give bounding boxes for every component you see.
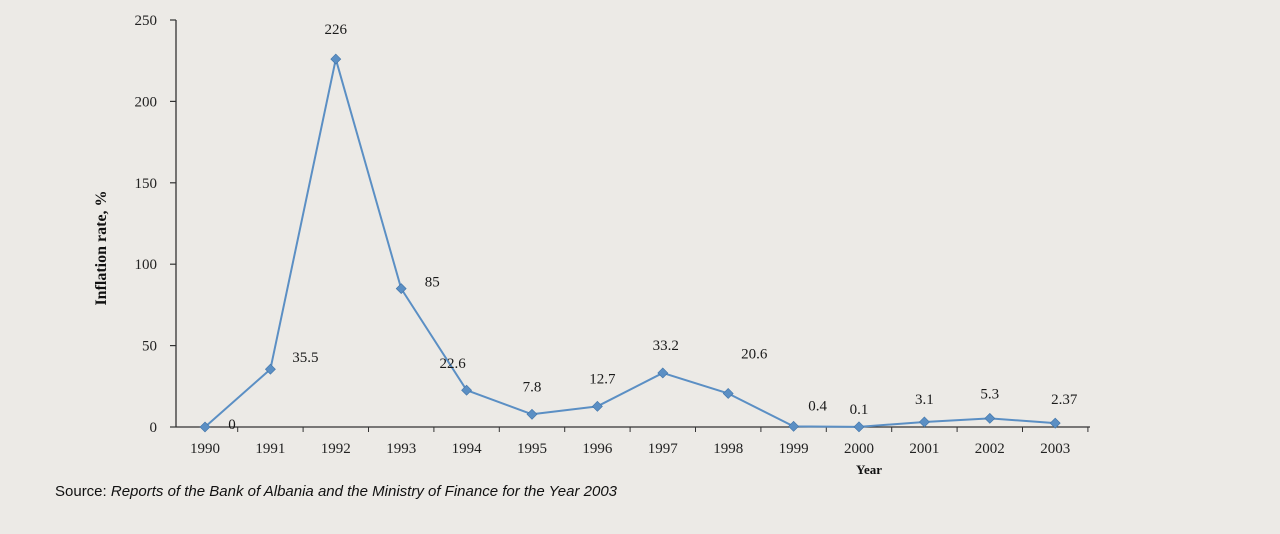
data-label: 12.7 — [589, 371, 616, 387]
data-point-marker — [526, 408, 538, 420]
data-point-marker — [330, 53, 342, 65]
data-label: 0.1 — [850, 402, 869, 418]
data-label: 3.1 — [915, 392, 934, 408]
data-label: 226 — [325, 22, 348, 38]
x-tick-label: 1996 — [582, 441, 613, 457]
x-tick-label: 2001 — [909, 441, 939, 457]
data-point-marker — [984, 412, 996, 424]
y-tick-label: 200 — [135, 94, 158, 110]
data-point-marker — [788, 420, 800, 432]
x-tick-label: 2002 — [975, 441, 1005, 457]
x-tick-label: 1997 — [648, 441, 679, 457]
data-point-marker — [918, 416, 930, 428]
y-tick-label: 150 — [135, 176, 158, 192]
source-prefix: Source: — [55, 483, 111, 500]
data-labels: 0 35.5 226 85 22.6 7.8 12.7 33.2 20.6 0.4 0.1 3.1 5.… — [228, 22, 1078, 433]
source-text: Reports of the Bank of Albania and the M… — [110, 483, 618, 500]
x-tick-label: 1998 — [713, 441, 743, 457]
data-label: 35.5 — [292, 350, 318, 366]
x-tick-label: 2003 — [1040, 441, 1070, 457]
axes — [175, 20, 1090, 428]
data-point-marker — [264, 363, 276, 375]
data-label: 0 — [228, 417, 236, 433]
data-point-marker — [199, 421, 211, 433]
x-tick-label: 1991 — [255, 441, 285, 457]
x-tick-label: 1999 — [779, 441, 809, 457]
y-tick-label: 50 — [142, 339, 157, 355]
data-label: 2.37 — [1051, 392, 1078, 408]
y-axis-title: Inflation rate, % — [93, 190, 110, 305]
x-tick-label: 1994 — [452, 441, 483, 457]
data-point-marker — [657, 367, 669, 379]
x-tick-label: 1992 — [321, 441, 351, 457]
x-tick-label: 1993 — [386, 441, 416, 457]
data-label: 85 — [425, 275, 440, 291]
y-tick-label: 100 — [135, 257, 158, 273]
x-axis-ticks: 1990 1991 1992 1993 1994 1995 1996 1997 1998 1999… — [190, 427, 1089, 457]
data-point-marker — [853, 421, 865, 433]
y-tick-label: 250 — [135, 13, 158, 29]
series-inflation — [199, 53, 1061, 433]
x-tick-label: 1990 — [190, 441, 220, 457]
data-label: 20.6 — [741, 346, 768, 362]
data-label: 0.4 — [808, 398, 827, 414]
x-tick-label: 1995 — [517, 441, 547, 457]
data-label: 22.6 — [439, 356, 466, 372]
data-point-marker — [722, 388, 734, 399]
data-label: 5.3 — [980, 386, 999, 402]
data-point-marker — [461, 384, 473, 396]
source-note: Source: Reports of the Bank of Albania a… — [55, 483, 617, 500]
y-axis-ticks: 0 50 100 150 200 250 — [135, 13, 176, 436]
x-tick-label: 2000 — [844, 441, 874, 457]
data-label: 7.8 — [523, 379, 542, 395]
data-point-marker — [591, 400, 603, 412]
data-point-marker — [395, 283, 407, 295]
x-axis-title: Year — [856, 462, 882, 477]
data-point-marker — [1049, 417, 1061, 429]
series-line — [204, 58, 1056, 428]
y-tick-label: 0 — [150, 420, 158, 436]
data-label: 33.2 — [653, 338, 679, 354]
